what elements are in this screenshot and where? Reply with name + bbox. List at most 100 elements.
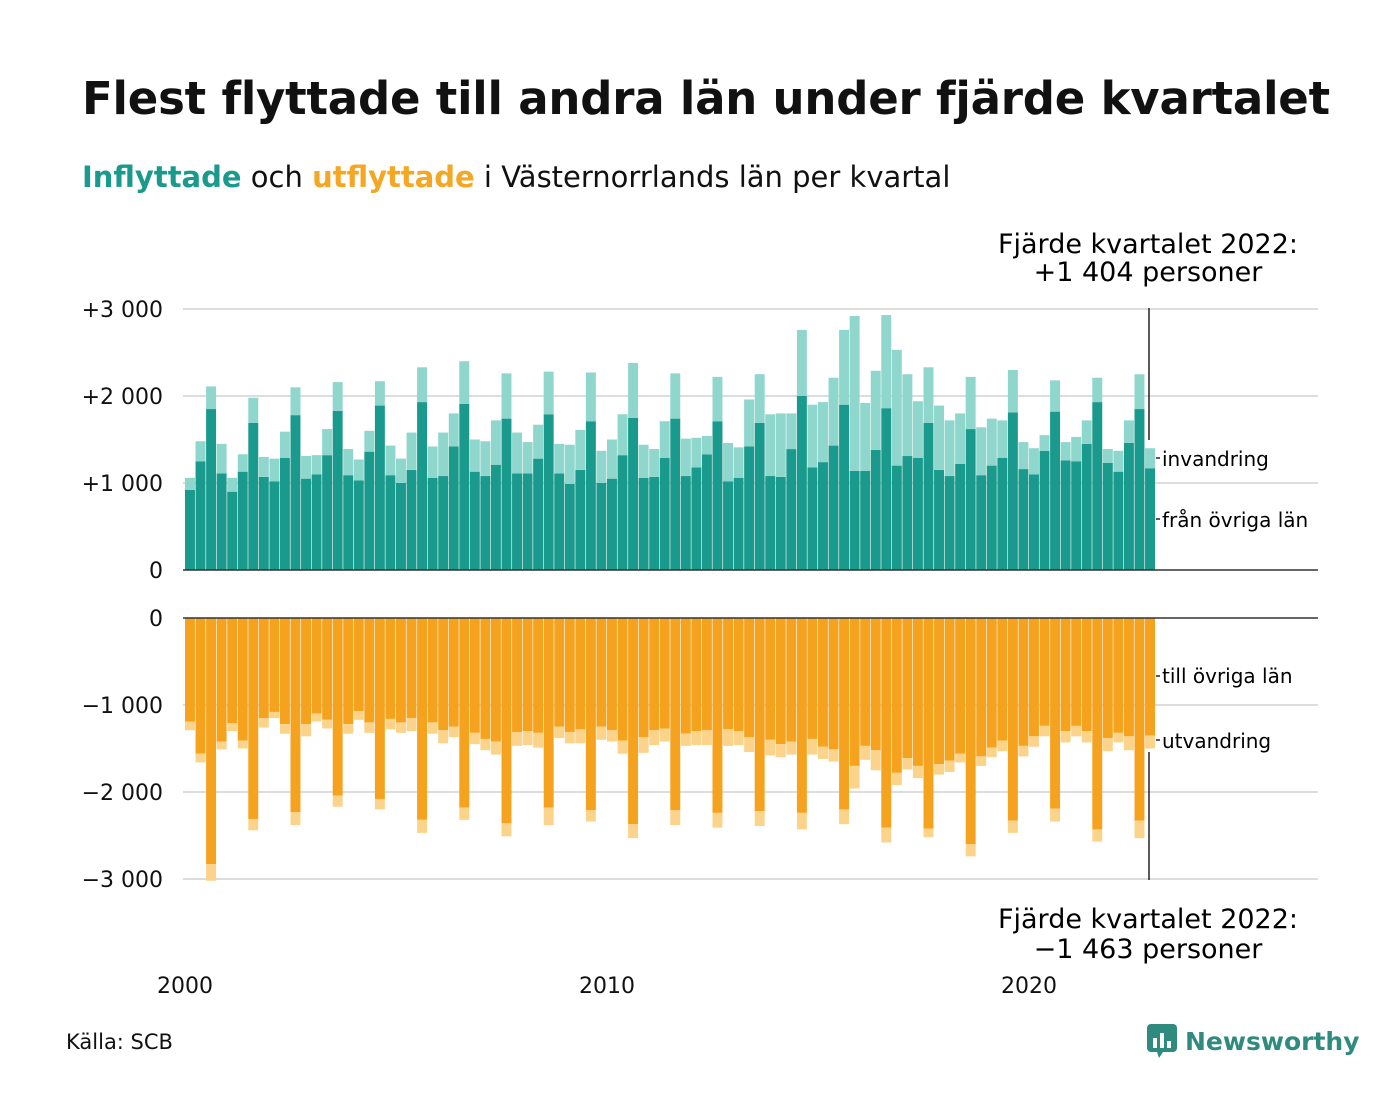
bar-till-ovriga-lan	[585, 618, 596, 811]
bar-utvandring	[575, 729, 586, 744]
bar-invandring	[427, 446, 438, 478]
bar-invandring	[1018, 442, 1029, 470]
bar-fran-ovriga-lan	[301, 478, 311, 570]
bar-utvandring	[649, 730, 660, 746]
bar-utvandring	[269, 711, 280, 719]
bar-till-ovriga-lan	[775, 618, 786, 745]
bar-till-ovriga-lan	[269, 618, 280, 712]
bar-utvandring	[480, 738, 491, 751]
bar-invandring	[786, 413, 797, 450]
bar-fran-ovriga-lan	[955, 463, 966, 570]
bar-invandring	[227, 477, 238, 492]
bar-till-ovriga-lan	[712, 618, 723, 813]
bar-fran-ovriga-lan	[1050, 411, 1061, 570]
bar-utvandring	[564, 731, 575, 744]
bar-till-ovriga-lan	[849, 618, 860, 766]
bar-invandring	[1102, 449, 1113, 463]
bar-fran-ovriga-lan	[712, 421, 723, 570]
bar-till-ovriga-lan	[374, 618, 385, 799]
bar-fran-ovriga-lan	[1102, 462, 1113, 570]
bar-utvandring	[796, 812, 807, 830]
bar-fran-ovriga-lan	[448, 446, 459, 570]
bar-till-ovriga-lan	[427, 618, 438, 723]
bar-till-ovriga-lan	[965, 618, 976, 845]
bar-invandring	[469, 439, 480, 472]
bar-fran-ovriga-lan	[1113, 471, 1124, 570]
bar-invandring	[522, 442, 533, 474]
bar-invandring	[955, 413, 966, 464]
bar-utvandring	[1039, 725, 1050, 737]
bar-utvandring	[396, 722, 406, 733]
bar-utvandring	[417, 819, 428, 833]
bar-invandring	[490, 420, 501, 465]
bar-invandring	[301, 456, 311, 479]
bar-utvandring	[185, 721, 195, 731]
bar-invandring	[828, 377, 839, 446]
bar-fran-ovriga-lan	[427, 477, 438, 570]
bar-utvandring	[1102, 738, 1113, 752]
bar-fran-ovriga-lan	[1039, 450, 1050, 570]
bar-fran-ovriga-lan	[965, 429, 976, 570]
bar-till-ovriga-lan	[216, 618, 227, 742]
bar-fran-ovriga-lan	[543, 414, 554, 570]
bar-till-ovriga-lan	[649, 618, 660, 731]
bar-utvandring	[353, 711, 364, 720]
bar-till-ovriga-lan	[406, 618, 417, 719]
bar-utvandring	[374, 798, 385, 810]
bar-invandring	[849, 315, 860, 471]
bar-invandring	[353, 459, 364, 481]
bar-utvandring	[701, 730, 712, 746]
bar-fran-ovriga-lan	[607, 478, 617, 570]
bar-fran-ovriga-lan	[216, 473, 227, 570]
bar-till-ovriga-lan	[902, 618, 913, 759]
bar-utvandring	[279, 724, 290, 734]
bar-invandring	[322, 429, 333, 456]
bar-till-ovriga-lan	[564, 618, 575, 732]
bar-invandring	[923, 367, 934, 423]
bottom-ytick-label: 0	[149, 607, 163, 632]
bar-fran-ovriga-lan	[374, 405, 385, 570]
bar-utvandring	[343, 724, 354, 734]
bar-till-ovriga-lan	[258, 618, 269, 719]
bar-utvandring	[459, 807, 470, 820]
migration-chart: 0 +1 000 +2 000 +3 000 0 −1 000 −2 000 −3 000 20…	[82, 229, 1318, 999]
bar-fran-ovriga-lan	[227, 491, 238, 570]
bar-utvandring	[490, 741, 501, 755]
bar-utvandring	[1050, 808, 1061, 822]
bar-till-ovriga-lan	[1081, 618, 1092, 732]
bar-invandring	[279, 431, 290, 458]
bar-invandring	[796, 329, 807, 396]
bottom-ytick-label: −3 000	[82, 868, 163, 893]
bar-till-ovriga-lan	[912, 618, 923, 766]
bar-fran-ovriga-lan	[258, 476, 269, 570]
bar-utvandring	[944, 760, 955, 772]
bar-invandring	[216, 443, 227, 474]
bar-utvandring	[723, 729, 733, 746]
bar-till-ovriga-lan	[459, 618, 470, 808]
bar-invandring	[596, 450, 607, 483]
bar-invandring	[406, 432, 417, 470]
bar-fran-ovriga-lan	[469, 471, 480, 570]
label-fran-ovriga-lan: från övriga län	[1162, 508, 1308, 532]
bar-fran-ovriga-lan	[1145, 468, 1155, 570]
bar-fran-ovriga-lan	[617, 455, 628, 570]
bar-utvandring	[248, 818, 259, 831]
bar-till-ovriga-lan	[1134, 618, 1145, 821]
bar-till-ovriga-lan	[396, 618, 406, 723]
bar-utvandring	[934, 764, 944, 775]
bar-utvandring	[501, 823, 512, 837]
bar-invandring	[976, 427, 987, 476]
bar-till-ovriga-lan	[533, 618, 544, 733]
bar-invandring	[712, 376, 723, 422]
bar-utvandring	[448, 726, 459, 738]
bar-till-ovriga-lan	[828, 618, 839, 750]
bar-invandring	[1029, 448, 1039, 475]
bottom-ytick-label: −1 000	[82, 694, 163, 719]
bar-invandring	[870, 370, 881, 450]
top-ytick-label: 0	[149, 559, 163, 584]
bar-fran-ovriga-lan	[406, 469, 417, 570]
bar-invandring	[290, 387, 301, 416]
bar-till-ovriga-lan	[765, 618, 776, 740]
bar-fran-ovriga-lan	[385, 475, 396, 570]
bar-invandring	[385, 445, 396, 476]
